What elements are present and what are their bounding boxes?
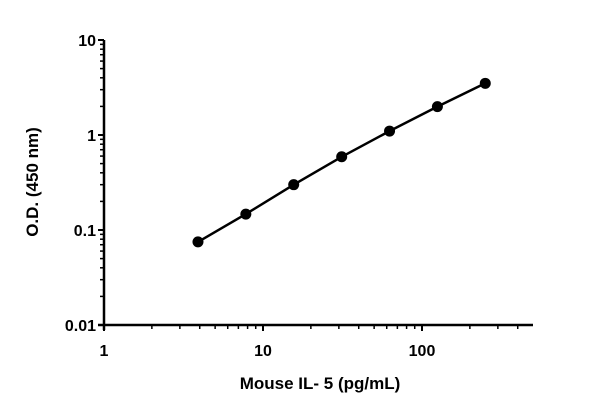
y-axis-label: O.D. (450 nm) xyxy=(23,127,42,237)
axes: 0.01 0.1 1 10 1 10 100 xyxy=(65,33,533,360)
y-tick-label: 1 xyxy=(87,128,96,145)
x-tick-label: 1 xyxy=(100,343,109,360)
data-point xyxy=(336,151,348,163)
y-tick-label: 0.1 xyxy=(74,223,96,240)
y-tick-label: 10 xyxy=(78,33,96,50)
data-point xyxy=(288,179,300,191)
data-point xyxy=(192,236,204,248)
data-point xyxy=(479,77,491,89)
data-point xyxy=(240,208,252,220)
x-tick-label: 10 xyxy=(254,343,272,360)
data-series xyxy=(192,77,491,248)
data-point xyxy=(431,101,443,113)
x-tick-label: 100 xyxy=(409,343,436,360)
data-point xyxy=(384,125,396,137)
y-tick-label: 0.01 xyxy=(65,318,96,335)
x-axis-label: Mouse IL- 5 (pg/mL) xyxy=(240,374,401,393)
